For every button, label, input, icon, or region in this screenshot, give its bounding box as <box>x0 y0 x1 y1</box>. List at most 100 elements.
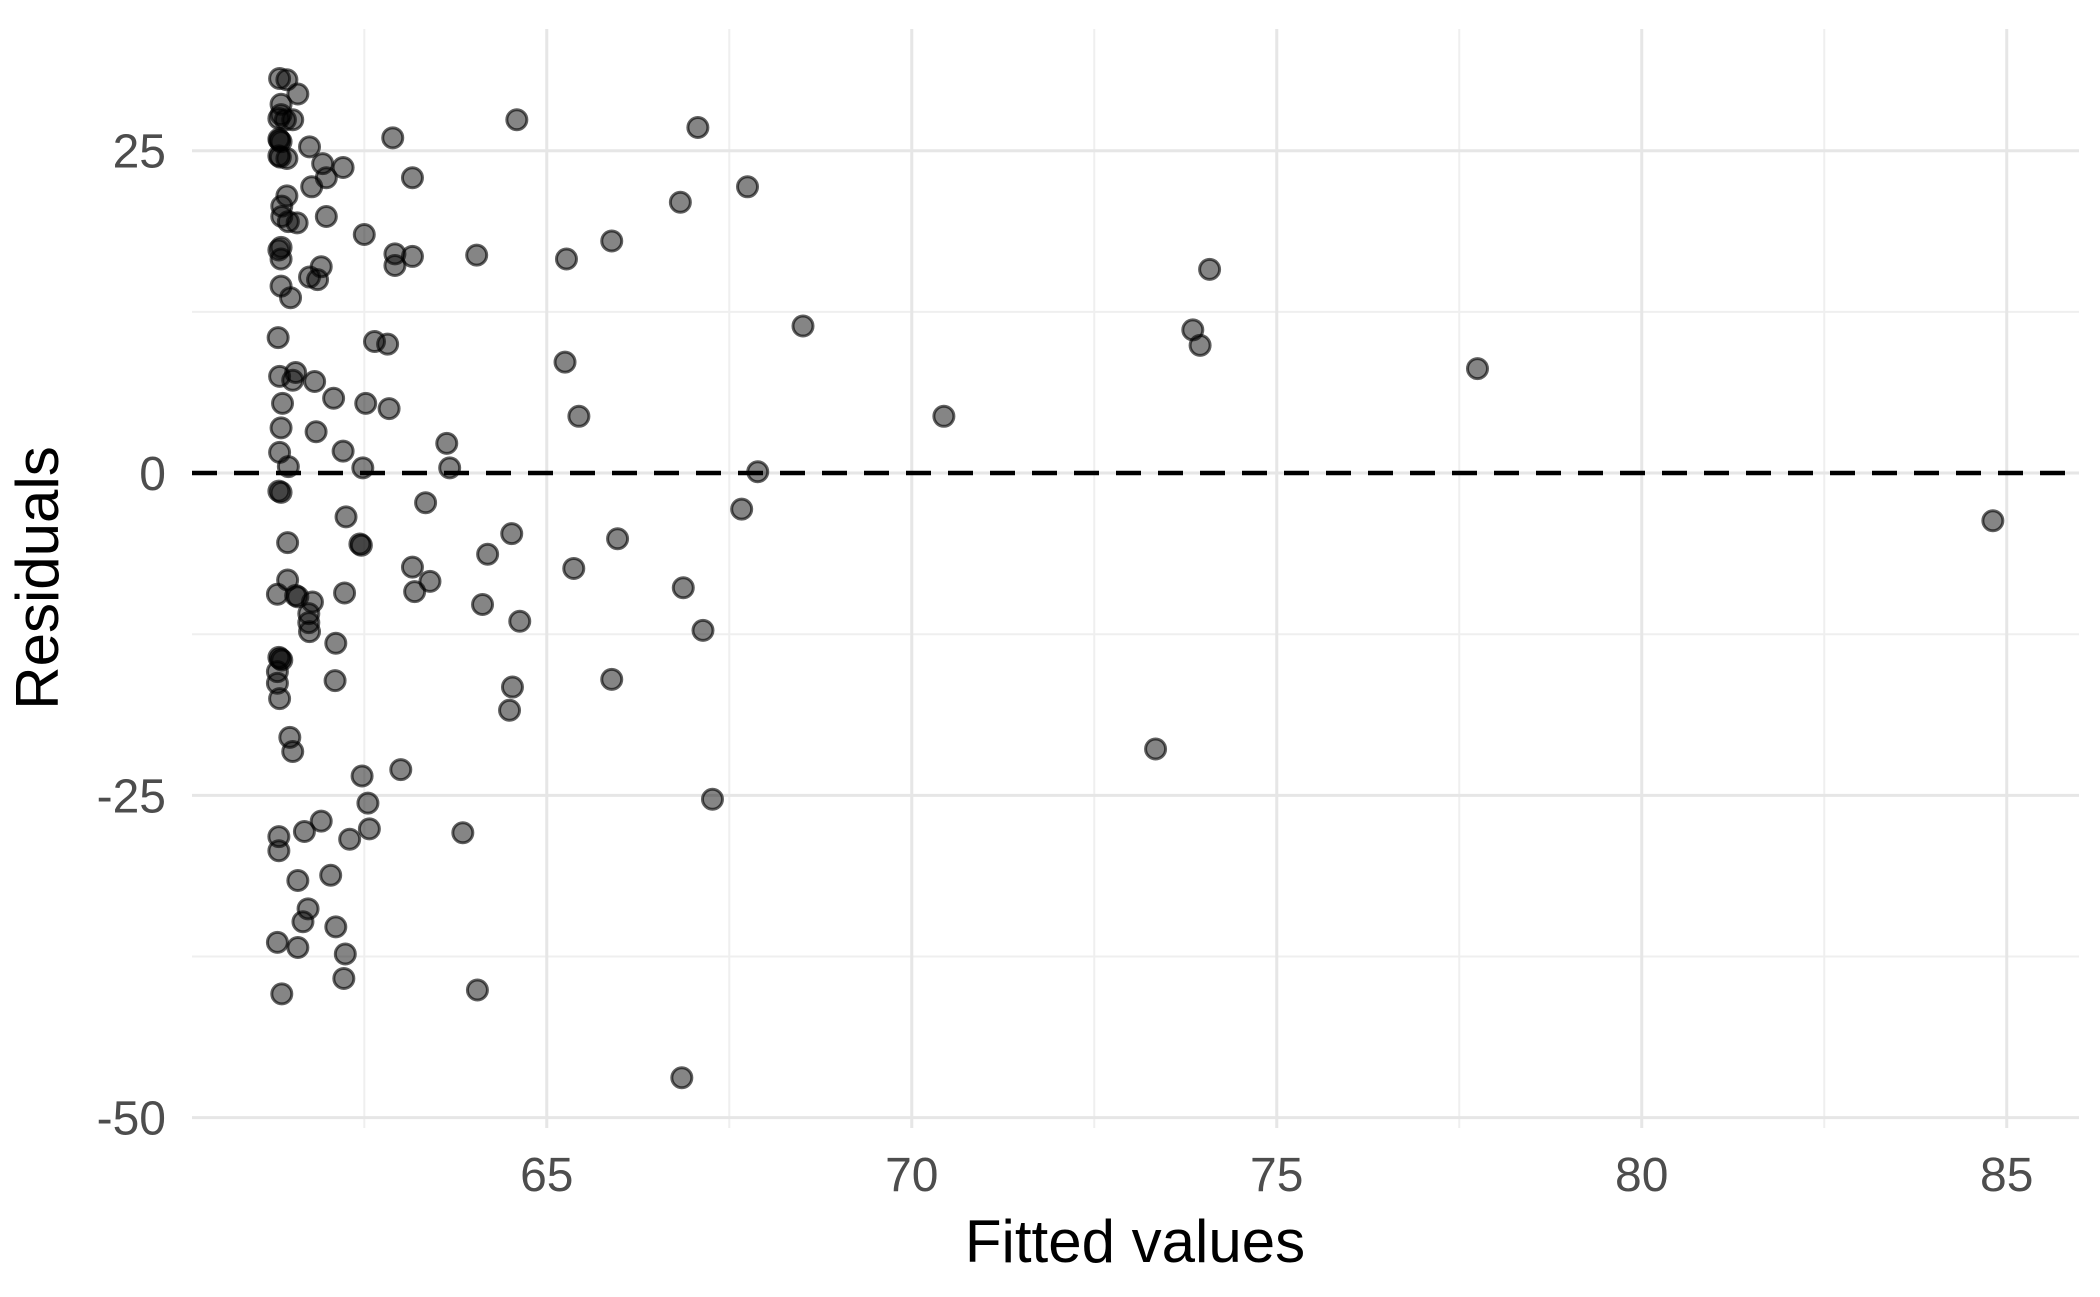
y-tick-label: 0 <box>139 448 166 501</box>
y-tick-label: -25 <box>97 770 166 823</box>
data-point <box>281 368 305 392</box>
data-point <box>279 286 303 310</box>
data-point <box>334 505 358 529</box>
data-point <box>306 268 330 292</box>
y-tick-label: 25 <box>113 126 166 179</box>
data-point <box>296 897 320 921</box>
data-point <box>383 242 407 266</box>
data-point <box>381 126 405 150</box>
data-point <box>331 155 355 179</box>
data-point <box>267 839 291 863</box>
data-point <box>553 350 577 374</box>
data-point <box>377 397 401 421</box>
scatter-points <box>265 67 2005 1090</box>
data-point <box>1188 333 1212 357</box>
x-axis-title: Fitted values <box>965 1208 1305 1275</box>
data-point <box>303 369 327 393</box>
data-point <box>567 404 591 428</box>
data-point <box>414 491 438 515</box>
data-point <box>671 576 695 600</box>
data-point <box>356 791 380 815</box>
data-point <box>352 223 376 247</box>
data-point <box>324 631 348 655</box>
y-axis-tick-labels: 25 0 -25 -50 <box>97 126 166 1146</box>
data-point <box>281 108 305 132</box>
x-tick-label: 65 <box>520 1149 573 1202</box>
data-point <box>276 531 300 555</box>
data-point <box>266 326 290 350</box>
x-axis-tick-labels: 65 70 75 80 85 <box>520 1149 2033 1202</box>
data-point <box>331 439 355 463</box>
data-point <box>276 455 300 479</box>
data-point <box>324 915 348 939</box>
data-point <box>691 618 715 642</box>
data-point <box>270 982 294 1006</box>
data-point <box>319 863 343 887</box>
data-point <box>600 667 624 691</box>
data-point <box>932 404 956 428</box>
data-point <box>400 244 424 268</box>
data-point <box>265 660 289 684</box>
data-point <box>505 108 529 132</box>
data-point <box>350 764 374 788</box>
data-point <box>508 609 532 633</box>
data-point <box>1144 737 1168 761</box>
data-point <box>286 935 310 959</box>
data-point <box>354 391 378 415</box>
x-tick-label: 75 <box>1250 1149 1303 1202</box>
data-point <box>1981 509 2005 533</box>
data-point <box>465 978 489 1002</box>
data-point <box>791 314 815 338</box>
data-point <box>298 135 322 159</box>
data-point <box>271 391 295 415</box>
data-point <box>286 868 310 892</box>
data-point <box>314 204 338 228</box>
data-point <box>400 555 424 579</box>
data-point <box>1198 257 1222 281</box>
data-point <box>383 253 407 277</box>
data-point <box>349 533 373 557</box>
data-point <box>333 942 357 966</box>
data-point <box>438 456 462 480</box>
data-point <box>554 247 578 271</box>
data-point <box>265 930 289 954</box>
data-point <box>389 758 413 782</box>
data-point <box>700 787 724 811</box>
x-tick-label: 80 <box>1615 1149 1668 1202</box>
major-gridlines <box>192 29 2079 1128</box>
data-point <box>304 420 328 444</box>
data-point <box>332 966 356 990</box>
data-point <box>400 166 424 190</box>
data-point <box>338 827 362 851</box>
data-point <box>286 82 310 106</box>
data-point <box>357 817 381 841</box>
data-point <box>435 431 459 455</box>
minor-gridlines <box>192 29 2079 1128</box>
data-point <box>269 480 293 504</box>
data-point <box>269 247 293 271</box>
data-point <box>323 669 347 693</box>
x-tick-label: 85 <box>1980 1149 2033 1202</box>
y-tick-label: -50 <box>97 1093 166 1146</box>
data-point <box>285 211 309 235</box>
data-point <box>668 190 692 214</box>
data-point <box>269 416 293 440</box>
data-point <box>376 332 400 356</box>
x-tick-label: 70 <box>885 1149 938 1202</box>
data-point <box>292 819 316 843</box>
data-point <box>275 146 299 170</box>
data-point <box>498 698 522 722</box>
data-point <box>309 809 333 833</box>
data-point <box>322 386 346 410</box>
data-point <box>465 243 489 267</box>
data-point <box>670 1066 694 1090</box>
data-point <box>606 527 630 551</box>
data-point <box>471 593 495 617</box>
data-point <box>333 581 357 605</box>
data-point <box>600 229 624 253</box>
data-point <box>268 364 292 388</box>
data-point <box>351 456 375 480</box>
data-point <box>746 460 770 484</box>
